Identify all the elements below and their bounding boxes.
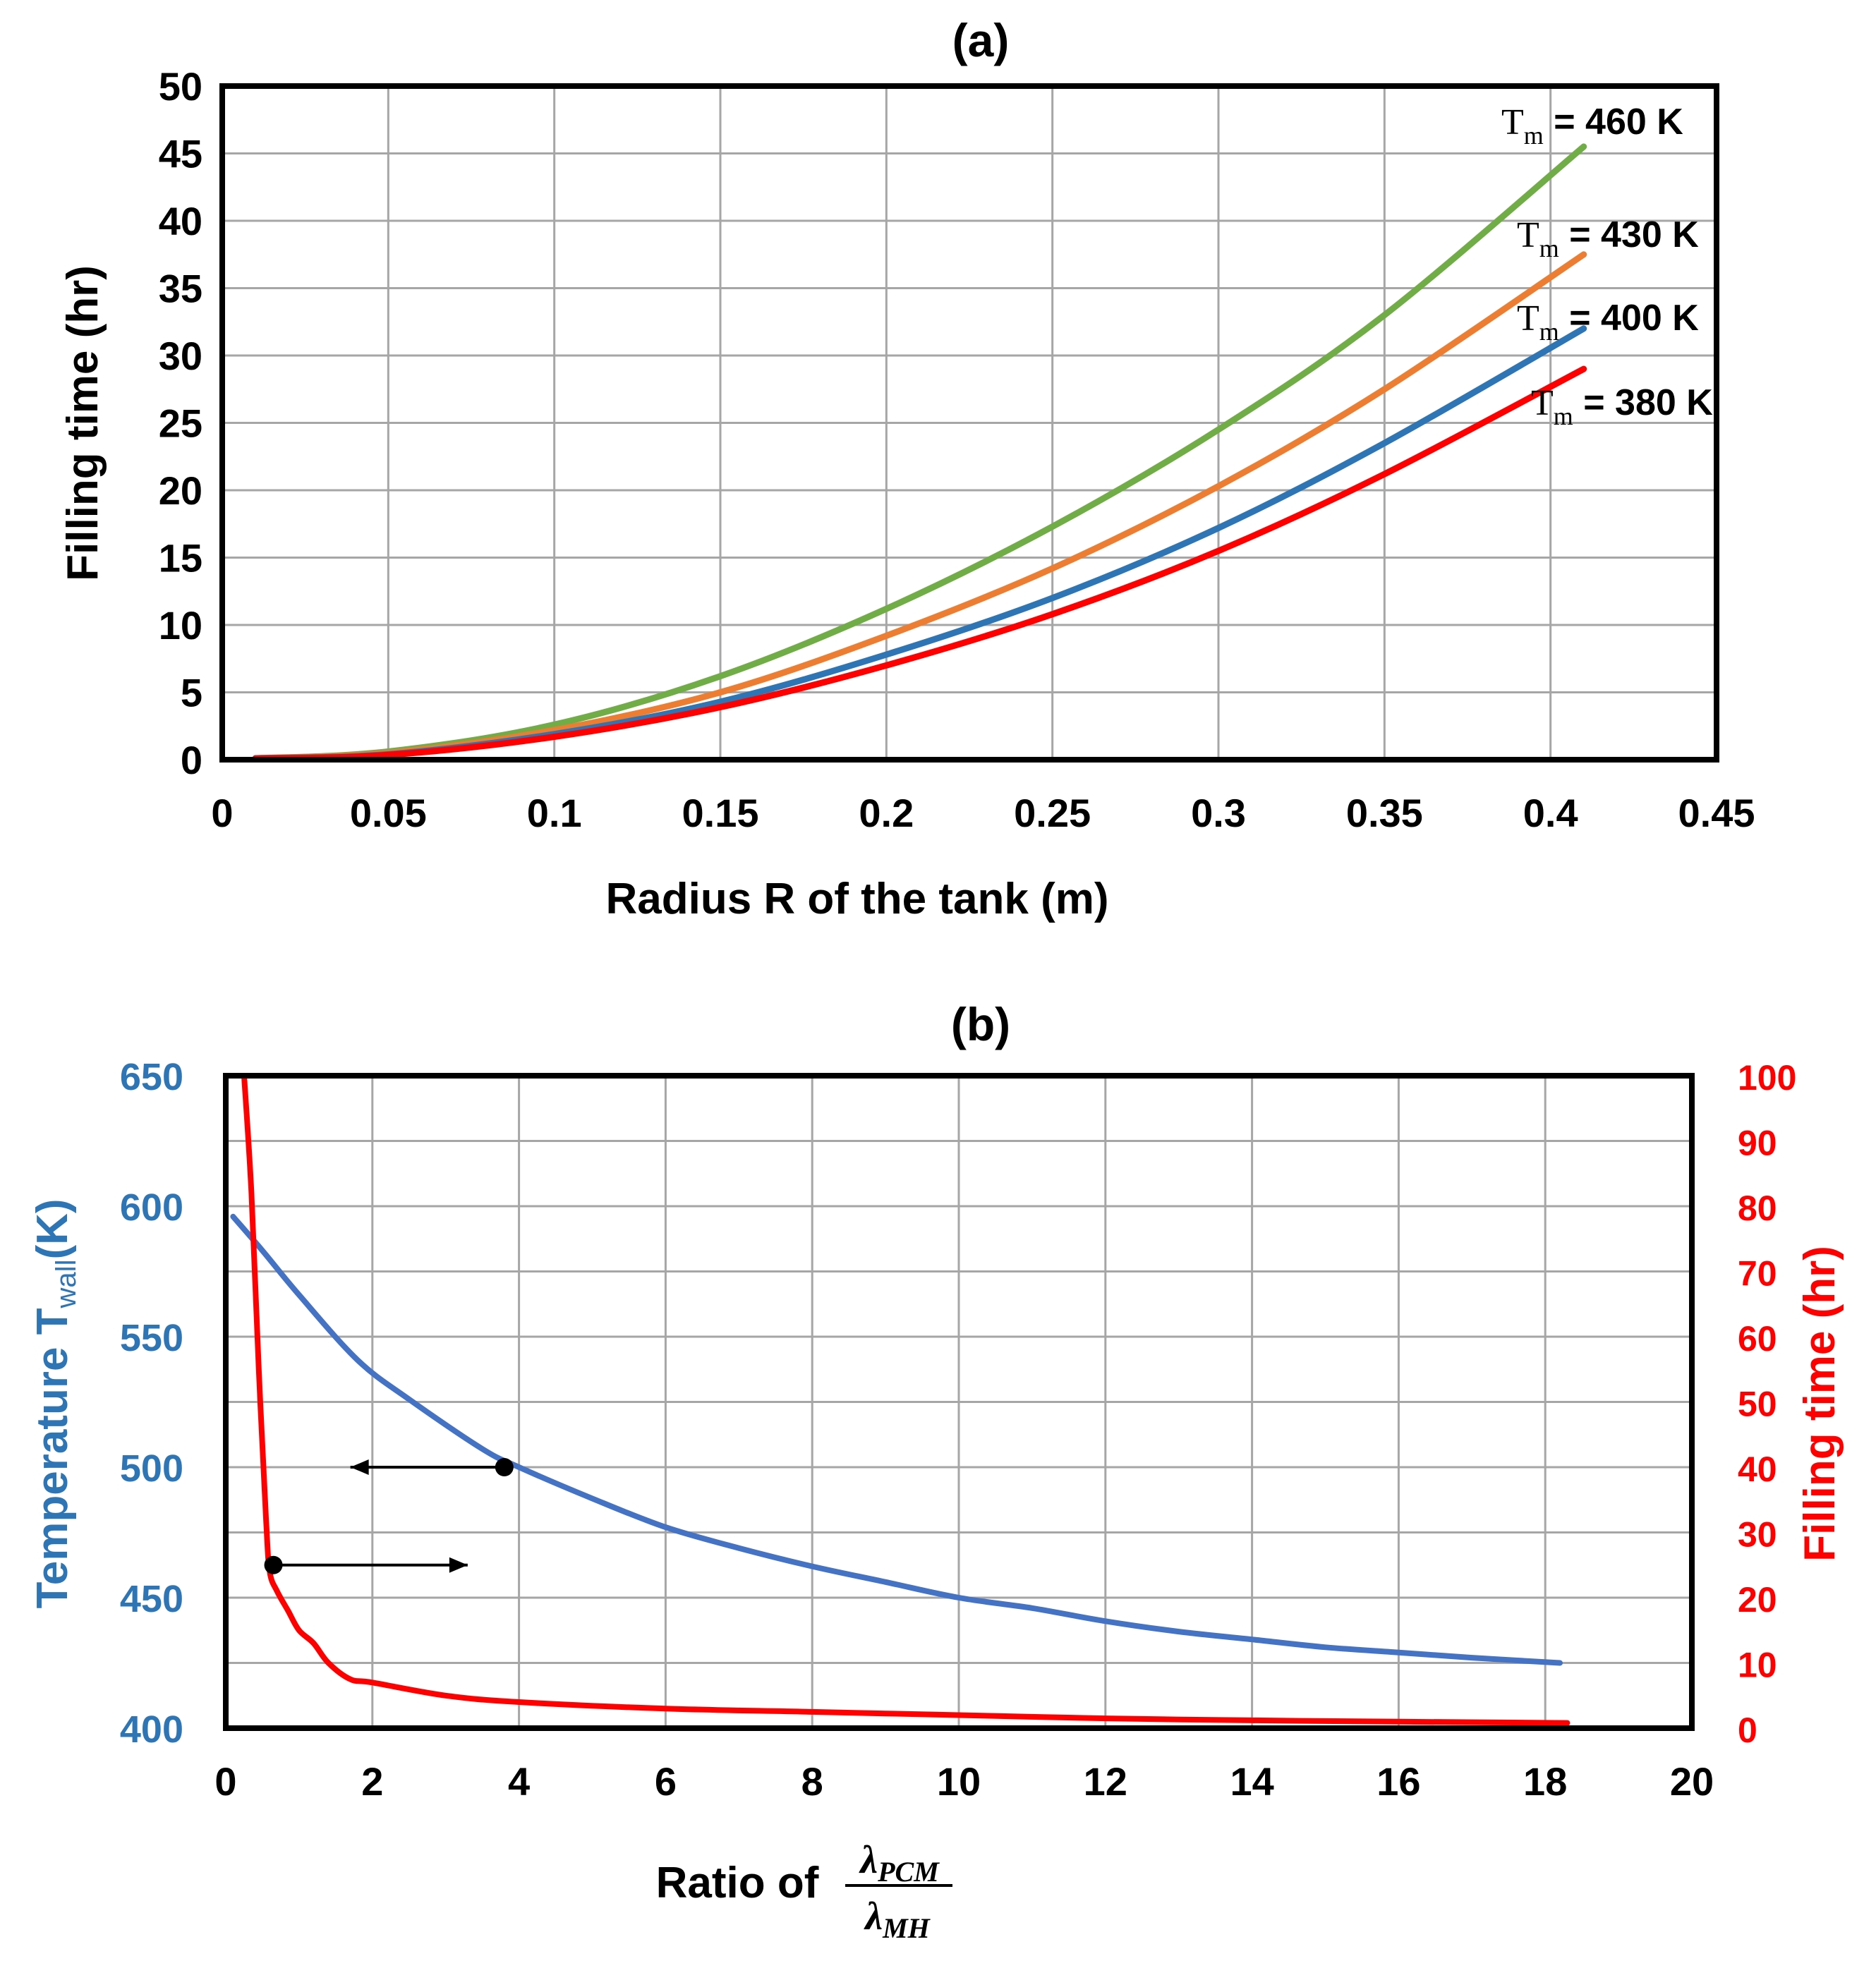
- grid-a: [221, 85, 1718, 761]
- y-tick-labels-a: 0 5 10 15 20 25 30 35 40 45 50: [159, 64, 202, 782]
- series-group-a: [252, 143, 1587, 762]
- x-axis-label-a: Radius R of the tank (m): [605, 875, 1108, 923]
- x-tick-label-a: 0.35: [1346, 791, 1423, 835]
- y-left-tick-label-b: 400: [120, 1708, 183, 1751]
- series-line-b: [230, 1213, 1563, 1666]
- plot-frame-b: [223, 1073, 1695, 1731]
- y-right-tick-label-b: 80: [1738, 1189, 1777, 1228]
- y-right-tick-label-b: 0: [1738, 1711, 1757, 1750]
- y-right-tick-label-b: 90: [1738, 1124, 1777, 1163]
- y-left-tick-label-b: 650: [120, 1056, 183, 1098]
- annotation-dot: [264, 1555, 283, 1574]
- plot-frame-a: [219, 83, 1719, 763]
- x-tick-label-a: 0.1: [527, 791, 582, 835]
- y-right-tick-label-b: 20: [1738, 1580, 1777, 1620]
- y-tick-label-a: 45: [159, 132, 202, 176]
- grid-b: [224, 1074, 1693, 1730]
- panel-b: (b) 0 2 4 6 8 10 12 14 16 18 20 400450500550600650…: [28, 998, 1844, 1944]
- series-label-a: Tm = 430 K: [1517, 214, 1699, 262]
- x-axis-label-b: Ratio of λPCM λMH: [656, 1838, 952, 1944]
- series-label-a: Tm = 400 K: [1517, 298, 1699, 346]
- panel-a: (a) 0 0.05 0.1 0.15 0.2 0.25 0.3 0.35 0.4 0.45 0 5…: [59, 14, 1755, 923]
- x-tick-label-b: 16: [1376, 1759, 1420, 1804]
- x-tick-labels-a: 0 0.05 0.1 0.15 0.2 0.25 0.3 0.35 0.4 0.45: [211, 791, 1755, 835]
- y-left-tick-label-b: 500: [120, 1447, 183, 1490]
- y-left-axis-label-b: Temperature Twall(K): [28, 1198, 82, 1608]
- x-tick-label-b: 0: [214, 1759, 236, 1804]
- y-right-tick-label-b: 60: [1738, 1319, 1777, 1359]
- series-line-b: [241, 1073, 1571, 1726]
- x-tick-label-a: 0.2: [859, 791, 914, 835]
- annotation-arrow-head: [350, 1459, 369, 1475]
- x-tick-label-a: 0.25: [1014, 791, 1091, 835]
- x-tick-label-b: 10: [937, 1759, 981, 1804]
- y-tick-label-a: 50: [159, 64, 202, 109]
- x-tick-label-b: 12: [1084, 1759, 1127, 1804]
- y-right-tick-label-b: 30: [1738, 1515, 1777, 1555]
- y-left-tick-label-b: 550: [120, 1317, 183, 1359]
- y-right-tick-label-b: 50: [1738, 1385, 1777, 1424]
- series-line-a: [252, 365, 1587, 762]
- x-tick-label-b: 2: [361, 1759, 383, 1804]
- y-right-tick-labels-b: 0 10 20 30 40 50 60 70 80 90 100: [1738, 1058, 1796, 1750]
- y-right-tick-label-b: 40: [1738, 1450, 1777, 1489]
- x-tick-label-b: 18: [1523, 1759, 1567, 1804]
- y-tick-label-a: 0: [181, 738, 202, 782]
- x-tick-label-a: 0: [211, 791, 233, 835]
- x-axis-label-text-b: Ratio of: [656, 1859, 819, 1907]
- y-left-tick-labels-b: 400 450 500 550 600 650: [120, 1056, 183, 1751]
- x-tick-label-a: 0.4: [1523, 791, 1578, 835]
- y-tick-label-a: 10: [159, 603, 202, 648]
- y-left-tick-label-b: 600: [120, 1186, 183, 1229]
- y-right-tick-label-b: 10: [1738, 1646, 1777, 1685]
- x-tick-label-a: 0.15: [682, 791, 759, 835]
- annotations-b: [264, 1458, 514, 1574]
- x-tick-label-b: 8: [801, 1759, 823, 1804]
- y-axis-label-a: Filling time (hr): [59, 265, 107, 581]
- y-left-tick-label-b: 450: [120, 1578, 183, 1620]
- chart-title-a: (a): [952, 14, 1010, 66]
- series-label-a: Tm = 380 K: [1531, 382, 1713, 430]
- y-tick-label-a: 20: [159, 468, 202, 513]
- y-tick-label-a: 35: [159, 267, 202, 311]
- x-tick-labels-b: 0 2 4 6 8 10 12 14 16 18 20: [214, 1759, 1714, 1804]
- annotation-arrow-head: [449, 1557, 468, 1573]
- fraction-numerator: λPCM: [859, 1838, 940, 1888]
- chart-title-b: (b): [951, 998, 1010, 1050]
- x-tick-label-b: 20: [1670, 1759, 1714, 1804]
- series-labels-a: Tm = 460 K Tm = 430 K Tm = 400 K Tm = 380 K: [1501, 102, 1713, 430]
- x-tick-label-b: 14: [1230, 1759, 1273, 1804]
- y-tick-label-a: 25: [159, 401, 202, 446]
- y-tick-label-a: 40: [159, 199, 202, 243]
- y-right-axis-label-b: Filling time (hr): [1796, 1246, 1844, 1562]
- y-tick-label-a: 30: [159, 334, 202, 378]
- x-tick-label-a: 0.3: [1191, 791, 1246, 835]
- x-tick-label-a: 0.05: [350, 791, 427, 835]
- fraction-denominator: λMH: [864, 1895, 931, 1944]
- annotation-dot: [495, 1458, 514, 1476]
- x-tick-label-b: 4: [508, 1759, 530, 1804]
- series-label-a: Tm = 460 K: [1501, 102, 1683, 150]
- y-right-tick-label-b: 70: [1738, 1254, 1777, 1294]
- series-group-b: [230, 1073, 1571, 1726]
- x-tick-label-b: 6: [655, 1759, 677, 1804]
- y-tick-label-a: 15: [159, 536, 202, 581]
- y-right-tick-label-b: 100: [1738, 1058, 1796, 1098]
- x-tick-label-a: 0.45: [1678, 791, 1755, 835]
- y-tick-label-a: 5: [181, 671, 202, 715]
